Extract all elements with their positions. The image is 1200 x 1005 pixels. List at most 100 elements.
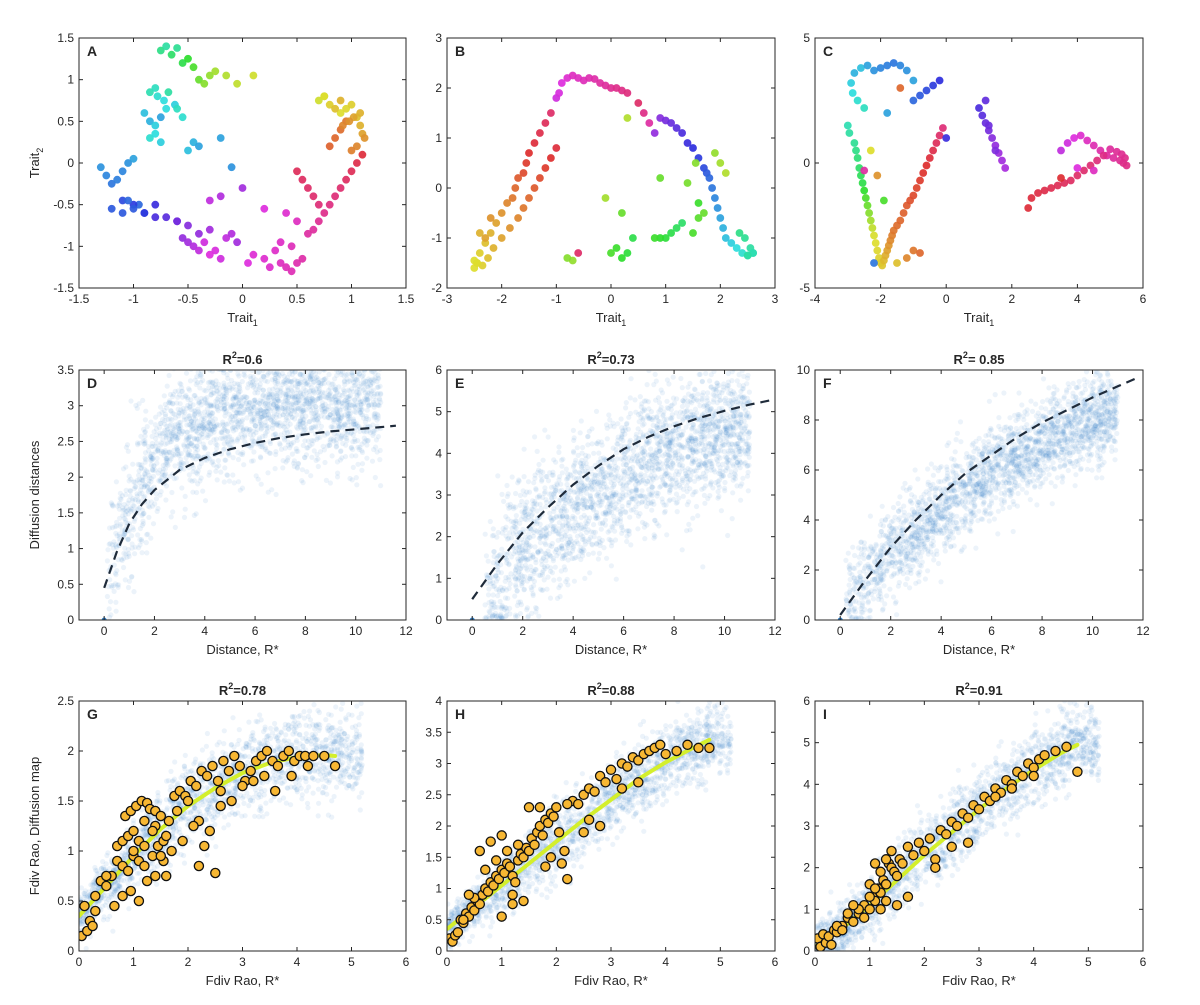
cloud-point: [308, 384, 314, 390]
plot-area: [470, 71, 757, 272]
cloud-point: [522, 492, 528, 498]
cloud-point: [595, 439, 602, 445]
cloud-point: [552, 549, 558, 555]
cloud-point: [597, 483, 603, 489]
cloud-point: [197, 354, 202, 359]
cloud-point: [239, 422, 245, 428]
cloud-point: [157, 404, 164, 410]
cloud-point: [332, 387, 338, 393]
cloud-point: [264, 372, 270, 378]
cloud-point: [703, 370, 709, 377]
cloud-point: [354, 393, 360, 399]
cloud-point: [256, 370, 262, 375]
cloud-point: [350, 416, 356, 422]
cloud-point: [365, 383, 371, 389]
cloud-point: [221, 403, 227, 409]
species-point: [486, 214, 495, 222]
cloud-point: [113, 530, 119, 536]
cloud-point: [348, 430, 354, 436]
cloud-point: [188, 406, 194, 413]
cloud-point: [260, 373, 266, 379]
species-point: [336, 96, 345, 105]
cloud-point: [210, 421, 216, 427]
cloud-point: [178, 407, 184, 413]
cloud-point: [284, 398, 290, 404]
cloud-point: [532, 527, 538, 533]
cloud-point: [617, 516, 624, 522]
cloud-point: [167, 439, 173, 445]
cloud-point: [151, 463, 157, 469]
cloud-point: [231, 393, 237, 399]
cloud-point: [187, 405, 193, 411]
cloud-point: [537, 540, 544, 546]
cloud-point: [182, 447, 189, 453]
cloud-point: [375, 434, 382, 440]
cloud-point: [211, 360, 216, 365]
cloud-point: [551, 506, 557, 512]
cloud-point: [704, 402, 710, 408]
cloud-point: [280, 381, 286, 387]
cloud-point: [181, 442, 187, 448]
cloud-point: [271, 395, 277, 402]
cloud-point: [297, 364, 302, 369]
cloud-point: [109, 525, 116, 531]
cloud-point: [703, 476, 709, 482]
cloud-point: [498, 570, 504, 576]
cloud-point: [259, 410, 265, 416]
cloud-point: [240, 345, 245, 350]
cloud-point: [110, 582, 116, 589]
species-point: [1057, 174, 1065, 182]
cloud-point: [503, 533, 509, 539]
cloud-point: [692, 387, 698, 393]
cloud-point: [722, 363, 727, 368]
cloud-point: [283, 343, 288, 348]
cloud-point: [148, 454, 154, 460]
cloud-point: [150, 455, 156, 461]
cloud-point: [284, 379, 290, 385]
cloud-point: [308, 370, 314, 374]
cloud-point: [608, 472, 614, 478]
cloud-point: [193, 395, 200, 401]
cloud-point: [251, 382, 257, 388]
y-tick-label: 2: [435, 530, 442, 544]
species-point: [870, 66, 878, 75]
x-tick-label: 4: [201, 624, 208, 638]
cloud-point: [623, 427, 629, 433]
x-tick-label: 10: [349, 624, 363, 638]
cloud-point: [126, 497, 132, 503]
cloud-point: [247, 399, 253, 405]
cloud-point: [370, 432, 376, 438]
cloud-point: [553, 546, 559, 552]
cloud-point: [125, 584, 132, 591]
cloud-point: [356, 360, 361, 365]
species-point: [929, 146, 937, 155]
cloud-point: [158, 420, 164, 426]
species-point: [845, 129, 854, 137]
cloud-point: [597, 498, 603, 504]
cloud-point: [142, 438, 148, 444]
cloud-point: [494, 534, 500, 540]
cloud-point: [170, 391, 176, 397]
cloud-point: [193, 428, 199, 434]
cloud-point: [336, 356, 341, 361]
cloud-point: [260, 433, 266, 440]
cloud-point: [723, 356, 728, 361]
cloud-point: [168, 456, 174, 462]
cloud-point: [123, 517, 129, 523]
cloud-point: [520, 513, 526, 520]
species-point: [271, 246, 280, 255]
cloud-point: [667, 453, 673, 459]
cloud-point: [322, 390, 328, 396]
cloud-point: [571, 578, 578, 584]
cloud-point: [494, 613, 500, 619]
cloud-point: [235, 456, 242, 463]
species-point: [1001, 164, 1010, 172]
species-point: [860, 186, 869, 195]
cloud-point: [516, 542, 522, 549]
cloud-point: [322, 394, 328, 400]
cloud-point: [307, 400, 313, 406]
cloud-point: [529, 513, 535, 519]
cloud-point: [368, 391, 374, 397]
cloud-point: [582, 503, 588, 509]
cloud-point: [240, 427, 246, 433]
